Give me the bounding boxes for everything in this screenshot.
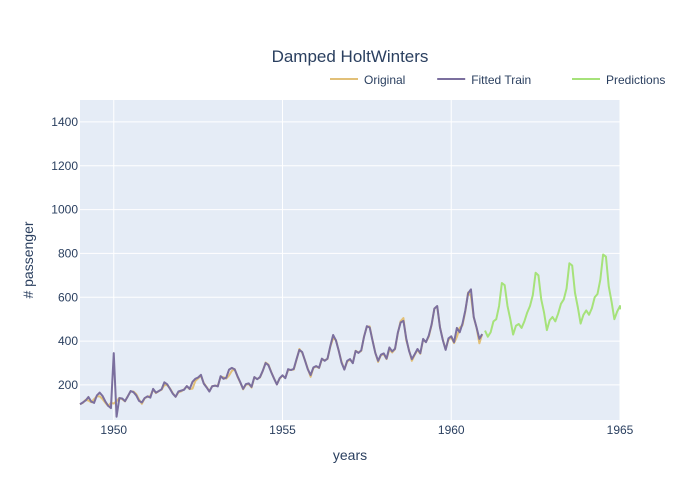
legend-label: Fitted Train	[471, 73, 531, 87]
y-tick-label: 600	[58, 290, 78, 304]
y-tick-label: 800	[58, 246, 78, 260]
x-tick-label: 1960	[438, 423, 465, 437]
y-tick-label: 1000	[51, 203, 78, 217]
legend-item-original[interactable]: Original	[330, 73, 405, 87]
legend[interactable]: Original Fitted Train Predictions	[330, 73, 665, 87]
series-line-fitted-train	[79, 288, 484, 418]
y-axis-title: # passenger	[20, 221, 36, 298]
x-tick-label: 1955	[269, 423, 296, 437]
tick-labels: 200 400 600 800 1000 1200 1400 1950 1955 1960 1965	[51, 115, 633, 437]
legend-item-fitted-train[interactable]: Fitted Train	[437, 73, 531, 87]
legend-label: Predictions	[606, 73, 665, 87]
y-tick-label: 1200	[51, 159, 78, 173]
x-axis-title: years	[333, 447, 367, 463]
x-tick-label: 1965	[607, 423, 634, 437]
plot-background	[80, 100, 620, 420]
y-tick-label: 1400	[51, 115, 78, 129]
chart-title: Damped HoltWinters	[272, 47, 429, 66]
grid	[80, 100, 621, 420]
series-line-predictions	[484, 253, 621, 338]
legend-item-predictions[interactable]: Predictions	[572, 73, 665, 87]
x-tick-label: 1950	[100, 423, 127, 437]
series-layer	[79, 253, 621, 418]
y-tick-label: 400	[58, 334, 78, 348]
legend-label: Original	[364, 73, 405, 87]
y-tick-label: 200	[58, 378, 78, 392]
